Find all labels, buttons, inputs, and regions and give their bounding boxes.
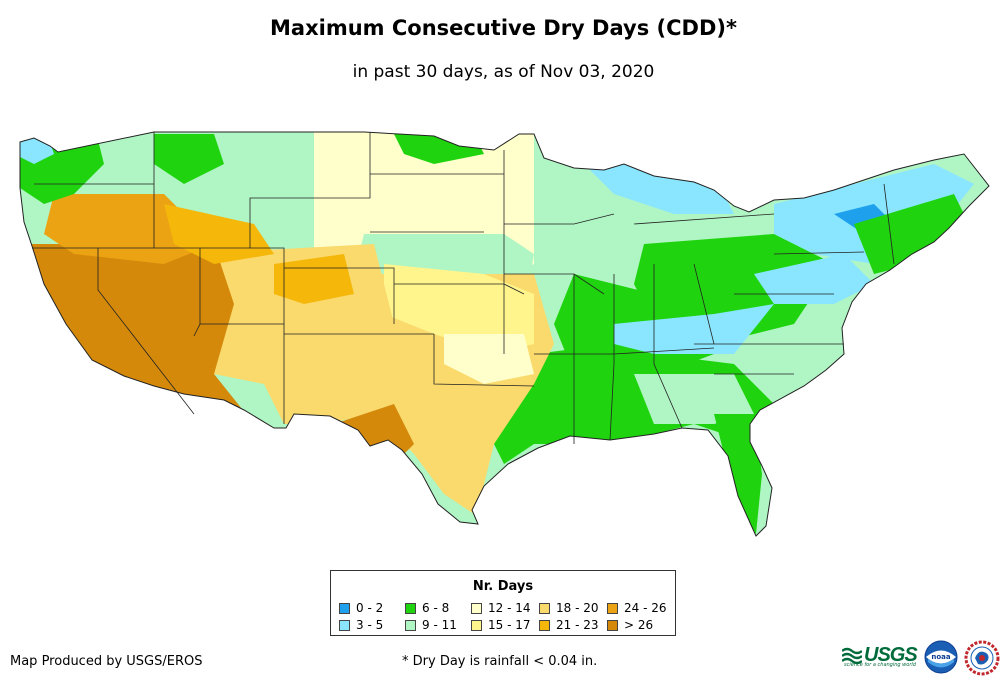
usgs-wordmark: USGS <box>864 644 918 666</box>
noaa-logo-text: noaa <box>931 653 951 661</box>
map-legend: Nr. Days 0 - 2 3 - 5 6 - 8 9 - 11 12 - 1… <box>330 570 676 636</box>
legend-swatch <box>607 619 618 631</box>
legend-swatch <box>471 602 482 614</box>
legend-item: 0 - 2 <box>339 601 383 615</box>
legend-item: > 26 <box>607 618 653 632</box>
nws-logo-icon <box>964 640 1000 676</box>
legend-swatch <box>607 602 618 614</box>
legend-title: Nr. Days <box>472 579 534 594</box>
noaa-logo-icon: noaa <box>924 640 958 674</box>
dry-day-footnote: * Dry Day is rainfall < 0.04 in. <box>402 654 598 669</box>
usgs-wave-icon <box>842 647 862 664</box>
legend-item: 3 - 5 <box>339 618 383 632</box>
legend-item: 6 - 8 <box>405 601 449 615</box>
legend-swatch <box>405 602 416 614</box>
map-subtitle: in past 30 days, as of Nov 03, 2020 <box>352 62 655 82</box>
legend-item: 12 - 14 <box>471 601 531 615</box>
legend-swatch <box>471 619 482 631</box>
agency-logos: USGS science for a changing world noaa <box>842 640 1002 680</box>
usgs-tagline: science for a changing world <box>844 662 916 668</box>
map-title: Maximum Consecutive Dry Days (CDD)* <box>270 16 737 40</box>
legend-swatch <box>339 619 350 631</box>
legend-item: 24 - 26 <box>607 601 667 615</box>
legend-item: 18 - 20 <box>539 601 599 615</box>
map-credit: Map Produced by USGS/EROS <box>10 654 203 669</box>
legend-item: 9 - 11 <box>405 618 457 632</box>
legend-item: 21 - 23 <box>539 618 599 632</box>
us-cdd-map <box>19 131 990 537</box>
legend-swatch <box>539 619 550 631</box>
usgs-logo: USGS <box>842 644 918 667</box>
legend-swatch <box>539 602 550 614</box>
legend-swatch <box>339 602 350 614</box>
legend-swatch <box>405 619 416 631</box>
legend-item: 15 - 17 <box>471 618 531 632</box>
